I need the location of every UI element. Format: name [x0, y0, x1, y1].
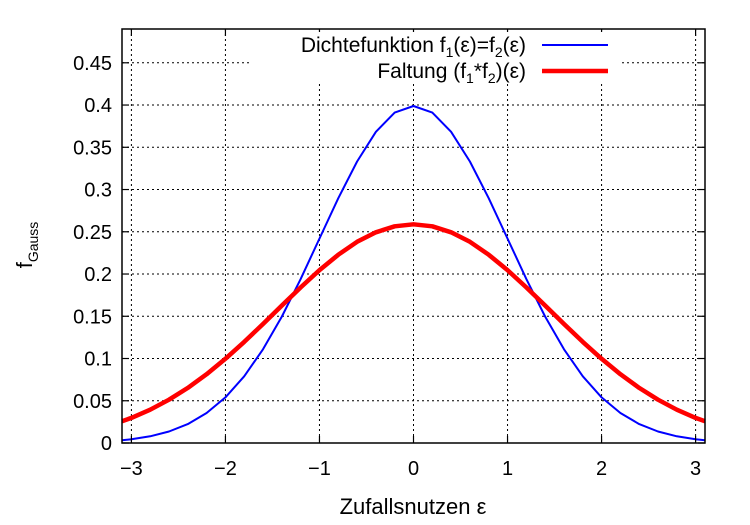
legend-text-part: Faltung (f	[377, 60, 466, 83]
legend-text-part: (ε)=f	[453, 34, 495, 57]
x-axis-label: Zufallsnutzen ε	[340, 494, 487, 519]
legend-label-1: Faltung (f1*f2)(ε)	[377, 60, 526, 86]
y-tick-label: 0.4	[84, 95, 112, 117]
legend-text-part: (ε)	[503, 34, 526, 57]
y-tick-label: 0.35	[73, 137, 112, 159]
y-tick-label: 0.3	[84, 180, 112, 202]
y-tick-label: 0	[101, 433, 112, 455]
grid-layer	[122, 29, 705, 444]
legend-text-part: 2	[488, 70, 496, 86]
ticks-layer: −3 −2 −1 0 1 2 300.050.10.150.20.250.30.350.40…	[73, 29, 705, 480]
legend-text-part: Dichtefunktion f	[301, 34, 446, 57]
x-tick-label: −3	[120, 458, 143, 480]
x-tick-label: 1	[502, 458, 513, 480]
y-tick-label: 0.15	[73, 306, 112, 328]
series-line-0	[121, 105, 706, 442]
y-tick-label: 0.05	[73, 391, 112, 413]
x-tick-label: 2	[596, 458, 607, 480]
y-tick-label: 0.25	[73, 222, 112, 244]
x-tick-label: −2	[214, 458, 237, 480]
x-tick-label: −1	[308, 458, 331, 480]
y-tick-label: 0.45	[73, 53, 112, 75]
legend-text-part: 1	[446, 44, 454, 60]
y-tick-label: 0.1	[84, 349, 112, 371]
x-tick-label: 3	[690, 458, 701, 480]
x-tick-label: 0	[408, 458, 419, 480]
legend-text-part: 2	[495, 44, 503, 60]
legend-text-part: *f	[474, 60, 488, 83]
legend-text-part: 1	[466, 70, 474, 86]
legend-text-part: )(ε)	[496, 60, 526, 83]
y-axis-label: fGauss	[12, 222, 41, 269]
series-layer	[121, 105, 706, 442]
legend-label-0: Dichtefunktion f1(ε)=f2(ε)	[301, 34, 526, 60]
legend: Dichtefunktion f1(ε)=f2(ε)Faltung (f1*f2…	[250, 32, 620, 86]
y-tick-label: 0.2	[84, 264, 112, 286]
series-line-1	[121, 222, 706, 424]
